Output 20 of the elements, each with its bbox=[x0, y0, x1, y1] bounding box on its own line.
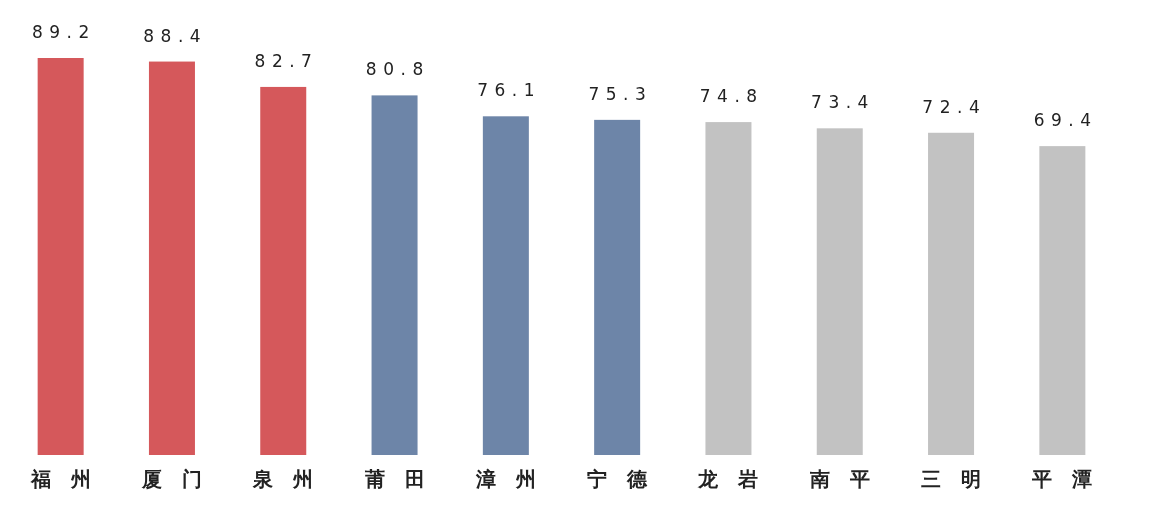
data-label: 74.8 bbox=[699, 86, 764, 107]
data-label: 89.2 bbox=[31, 22, 96, 42]
data-label: 76.1 bbox=[477, 80, 542, 101]
data-label: 88.4 bbox=[143, 25, 208, 46]
x-tick-label: 三明 bbox=[921, 467, 1002, 491]
data-label: 73.4 bbox=[811, 92, 875, 113]
x-tick-label: 平潭 bbox=[1031, 467, 1113, 491]
x-tick-label: 龙岩 bbox=[697, 467, 779, 491]
data-label: 80.8 bbox=[365, 59, 430, 80]
x-tick-label: 福州 bbox=[29, 467, 111, 491]
data-label: 72.4 bbox=[922, 96, 987, 117]
x-tick-label: 泉州 bbox=[252, 467, 334, 491]
data-label: 69.4 bbox=[1033, 110, 1098, 131]
x-tick-label: 宁德 bbox=[587, 467, 668, 491]
x-tick-label: 厦门 bbox=[140, 467, 222, 491]
x-tick-label: 南平 bbox=[808, 467, 890, 491]
x-tick-label: 漳州 bbox=[474, 467, 556, 491]
x-tick-label: 莆田 bbox=[363, 467, 445, 491]
data-label: 75.3 bbox=[588, 83, 653, 104]
data-label: 82.7 bbox=[254, 50, 319, 71]
